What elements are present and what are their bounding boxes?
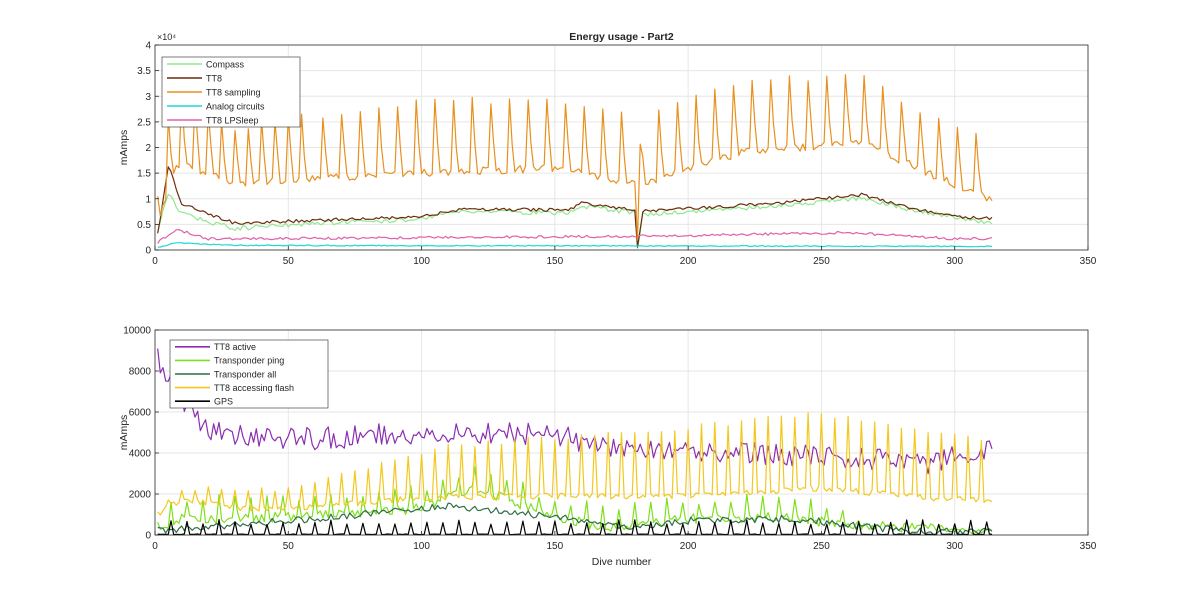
y-tick-label: 3: [145, 92, 151, 103]
y-tick-label: 2: [145, 143, 151, 154]
series-line-gps: [157, 519, 993, 536]
legend-entry: TT8 active: [214, 342, 256, 352]
tick-labels: 0 50 100 150 200 250 300 350 0 2000 4000 6000 8000 10…: [123, 326, 1097, 553]
y-axis-label: mAmps: [118, 130, 130, 166]
y-tick-label: 1.5: [137, 169, 151, 180]
x-tick-label: 300: [946, 541, 963, 552]
y-tick-label: 8000: [129, 367, 152, 378]
x-tick-label: 0: [152, 256, 158, 267]
legend-entry: TT8 accessing flash: [214, 383, 294, 393]
series-group: [157, 348, 993, 536]
x-tick-label: 100: [413, 256, 430, 267]
x-tick-label: 250: [813, 541, 830, 552]
chart-title: Energy usage - Part2: [569, 31, 674, 43]
y-tick-label: 2000: [129, 490, 152, 501]
x-tick-label: 350: [1080, 256, 1097, 267]
legend-entry: TT8 sampling: [206, 87, 261, 97]
legend: TT8 active Transponder ping Transponder al…: [169, 339, 329, 409]
x-tick-label: 50: [283, 541, 295, 552]
legend-entry: Transponder ping: [214, 356, 284, 366]
x-tick-label: 350: [1080, 541, 1097, 552]
y-tick-label: 1: [145, 194, 151, 205]
bottom-chart-panel: 0 50 100 150 200 250 300 350 0 2000 4000 6000 8000 10…: [118, 326, 1097, 569]
legend-entry: Transponder all: [214, 369, 276, 379]
series-group: [157, 74, 993, 249]
series-line-flash: [157, 412, 993, 516]
series-line-compass: [157, 193, 993, 249]
legend-entry: TT8: [206, 73, 222, 83]
y-tick-label: 2.5: [137, 117, 151, 128]
series-line-ping: [157, 466, 992, 536]
x-axis-label: Dive number: [592, 556, 652, 568]
x-tick-label: 200: [680, 256, 697, 267]
legend-entry: GPS: [214, 397, 233, 407]
y-tick-label: 0.5: [137, 220, 151, 231]
x-tick-label: 250: [813, 256, 830, 267]
series-line-tall: [157, 502, 993, 536]
x-tick-label: 150: [547, 256, 564, 267]
tick-labels: 0 50 100 150 200 250 300 350 0 0.5 1 1.5 2 2.5 3 3.5 4: [137, 41, 1097, 268]
legend-entry: TT8 LPSleep: [206, 115, 259, 125]
y-tick-label: 0: [145, 531, 151, 542]
y-tick-label: 4: [145, 41, 151, 52]
y-tick-label: 3.5: [137, 66, 151, 77]
top-chart-panel: 0 50 100 150 200 250 300 350 0 0.5 1 1.5 2 2.5 3 3.5 4 ×1…: [118, 31, 1097, 267]
y-exponent-label: ×10⁴: [157, 32, 176, 42]
series-line-analog: [157, 242, 993, 248]
y-tick-label: 4000: [129, 449, 152, 460]
legend: Compass TT8 TT8 sampling Analog circuits TT8…: [161, 56, 301, 128]
axes-box: [154, 329, 1089, 536]
x-tick-label: 150: [547, 541, 564, 552]
x-tick-label: 50: [283, 256, 295, 267]
series-line-active: [157, 348, 993, 475]
y-tick-label: 6000: [129, 408, 152, 419]
x-tick-label: 300: [946, 256, 963, 267]
x-tick-label: 0: [152, 541, 158, 552]
series-line-tt8sampling: [157, 74, 993, 241]
series-line-tt8: [157, 166, 993, 248]
y-tick-label: 10000: [123, 326, 151, 337]
y-axis-label: mAmps: [118, 415, 130, 451]
legend-entry: Analog circuits: [206, 101, 265, 111]
series-line-lpsleep: [157, 229, 993, 244]
y-tick-label: 0: [145, 246, 151, 257]
x-tick-label: 200: [680, 541, 697, 552]
x-tick-label: 100: [413, 541, 430, 552]
legend-entry: Compass: [206, 59, 245, 69]
